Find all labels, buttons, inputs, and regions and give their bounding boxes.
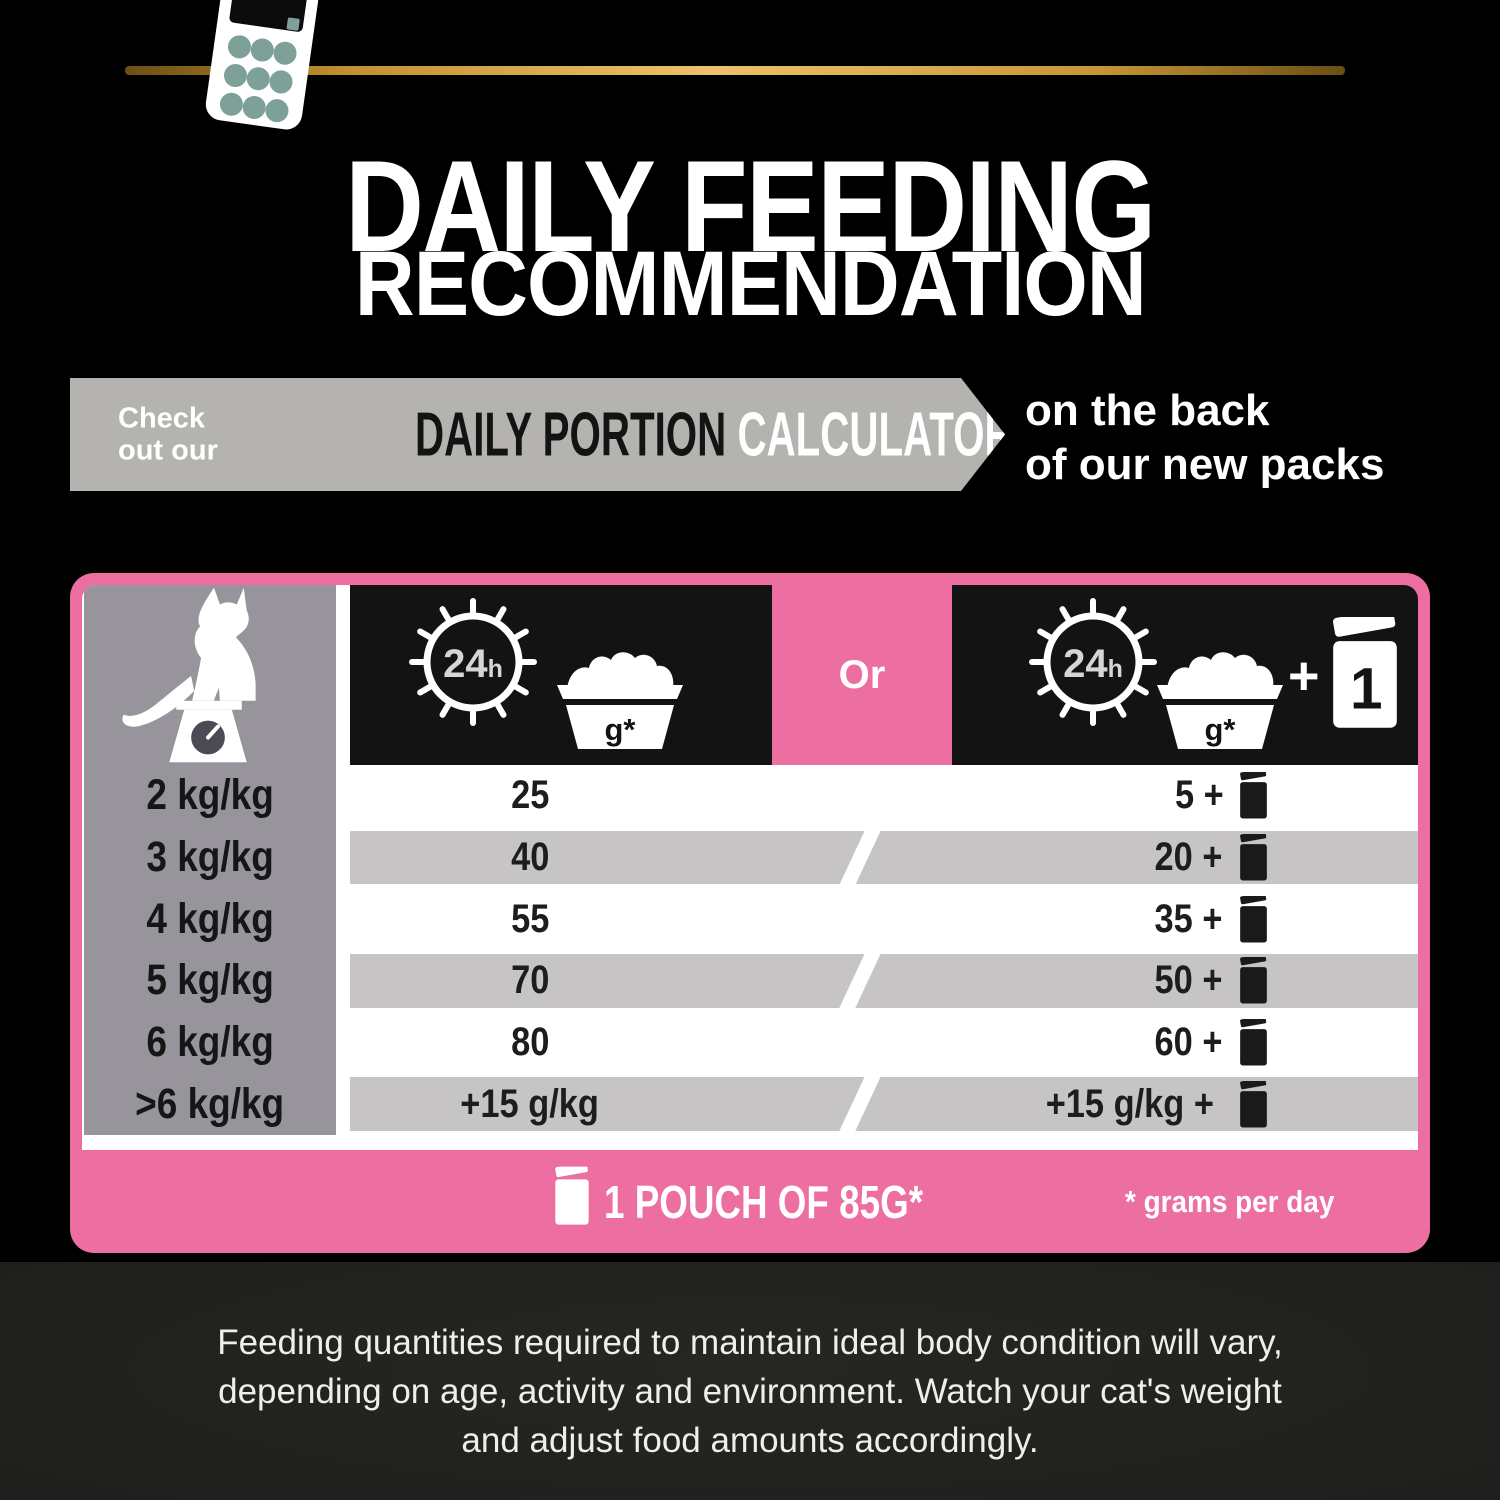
pouch-icon xyxy=(1237,896,1270,943)
page-title-line1: DAILY FEEDING xyxy=(0,141,1500,271)
combo-amount-value: 5 + xyxy=(1171,765,1270,827)
combo-amount-value: +15 g/kg + xyxy=(1032,1073,1270,1135)
daily-portion-calculator-label: DAILY PORTION CALCULATOR xyxy=(415,399,1336,470)
weight-label: 6 kg/kg xyxy=(146,1017,274,1066)
svg-text:g*: g* xyxy=(1205,712,1237,747)
pouch-icon: 1 xyxy=(1326,617,1404,729)
gold-divider xyxy=(125,66,1345,75)
pouch-icon xyxy=(1237,1081,1270,1128)
weight-label: 2 kg/kg xyxy=(146,771,274,820)
dry-amount-value: 40 xyxy=(510,834,550,879)
page-title-line1-text: DAILY FEEDING xyxy=(345,133,1156,279)
grams-per-day-note: * grams per day xyxy=(1125,1183,1335,1219)
disclaimer-line1: Feeding quantities required to maintain … xyxy=(217,1323,1283,1362)
check-out-label: Check out our xyxy=(118,402,218,467)
calculator-text: CALCULATOR xyxy=(737,400,1014,469)
table-row: 6 kg/kg 80 60 + xyxy=(82,1012,1418,1074)
table-row: 5 kg/kg 70 50 + xyxy=(82,950,1418,1012)
disclaimer-text: Feeding quantities required to maintain … xyxy=(0,1318,1500,1465)
weight-label: 4 kg/kg xyxy=(146,894,274,943)
pouch-icon xyxy=(1237,772,1270,819)
feeding-table: 24h g* Or 24h g* xyxy=(70,573,1430,1253)
pouch-icon xyxy=(1237,957,1270,1004)
or-label: Or xyxy=(838,652,886,697)
combo-amount-value: 50 + xyxy=(1149,950,1270,1012)
promo-banner: Check out our DAILY PORTION CALCULATOR xyxy=(70,378,1005,491)
weight-column xyxy=(84,585,336,1135)
pouch-icon xyxy=(1237,834,1270,881)
dry-amount-value: 80 xyxy=(510,1019,550,1064)
pouch-icon xyxy=(1237,1019,1270,1066)
packs-note-line1: on the back xyxy=(1025,386,1270,435)
feeding-table-body: 24h g* Or 24h g* xyxy=(82,585,1418,1150)
row-band xyxy=(350,953,1418,1008)
svg-text:24h: 24h xyxy=(443,642,503,686)
dry-amount-value: 70 xyxy=(510,958,550,1003)
daily-portion-text: DAILY PORTION xyxy=(415,400,727,469)
cat-on-scale-icon xyxy=(122,587,256,763)
svg-text:g*: g* xyxy=(605,712,637,747)
weight-label: 5 kg/kg xyxy=(146,956,274,1005)
combo-amount-value: 20 + xyxy=(1149,827,1270,889)
pouch-icon xyxy=(552,1166,592,1226)
pouch-footer-note: 1 POUCH OF 85G* xyxy=(604,1175,924,1228)
plus-sign: + xyxy=(1288,646,1320,706)
row-band xyxy=(350,830,1418,885)
dry-amount-value: 55 xyxy=(510,896,550,941)
check-out-line2: out our xyxy=(118,434,218,467)
or-divider: Or xyxy=(772,585,952,765)
disclaimer-line3: and adjust food amounts accordingly. xyxy=(461,1421,1039,1460)
table-row: 2 kg/kg 25 5 + xyxy=(82,765,1418,827)
clock-24h-icon: 24h xyxy=(1028,597,1158,727)
weight-label: >6 kg/kg xyxy=(135,1079,285,1128)
page-title-line2: RECOMMENDATION xyxy=(0,238,1500,330)
calculator-icon xyxy=(205,0,319,130)
dry-amount-value: 25 xyxy=(510,773,550,818)
page-title-line2-text: RECOMMENDATION xyxy=(354,233,1147,335)
svg-text:1: 1 xyxy=(1350,657,1383,722)
table-row: 4 kg/kg 55 35 + xyxy=(82,888,1418,950)
clock-24h-icon: 24h xyxy=(408,597,538,727)
svg-text:24h: 24h xyxy=(1063,642,1123,686)
diagonal-divider xyxy=(839,830,881,885)
packs-note-line2: of our new packs xyxy=(1025,439,1385,489)
combo-amount-value: 35 + xyxy=(1149,888,1270,950)
check-out-line1: Check xyxy=(118,402,206,435)
table-row: >6 kg/kg +15 g/kg +15 g/kg + xyxy=(82,1073,1418,1135)
dry-food-header: 24h g* xyxy=(350,585,772,765)
row-band xyxy=(350,1077,1418,1131)
table-rows: 2 kg/kg 25 5 + 3 kg/kg 40 20 + xyxy=(82,765,1418,1135)
table-row: 3 kg/kg 40 20 + xyxy=(82,827,1418,889)
packs-note: on the back of our new packs xyxy=(1025,384,1384,491)
weight-label: 3 kg/kg xyxy=(146,832,274,881)
bottom-background xyxy=(0,1262,1500,1500)
food-bowl-icon: g* xyxy=(545,647,695,751)
combo-amount-value: 60 + xyxy=(1149,1012,1270,1074)
disclaimer-line2: depending on age, activity and environme… xyxy=(218,1372,1282,1411)
dry-amount-value: +15 g/kg xyxy=(460,1081,600,1126)
diagonal-divider xyxy=(839,953,881,1008)
table-footer: 1 POUCH OF 85G* * grams per day xyxy=(70,1150,1430,1253)
diagonal-divider xyxy=(839,1077,881,1131)
food-bowl-icon: g* xyxy=(1145,647,1295,751)
combo-header: 24h g* + 1 xyxy=(952,585,1418,765)
